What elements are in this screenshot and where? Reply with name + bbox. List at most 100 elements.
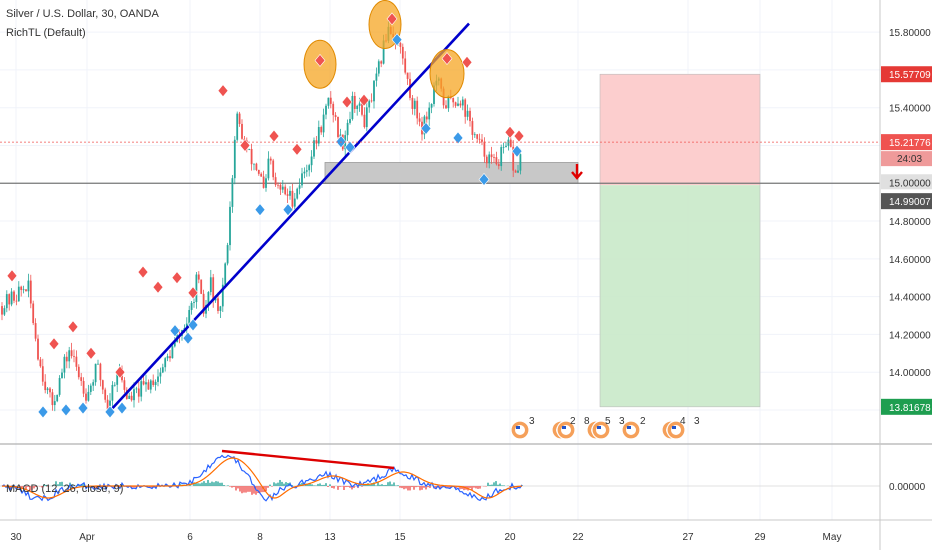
time-tick-label: May: [823, 532, 842, 543]
candle-body: [224, 263, 227, 285]
candle-body: [111, 384, 114, 401]
candle-body: [281, 186, 284, 190]
macd-histogram-bar: [439, 486, 441, 489]
macd-histogram-bar: [415, 486, 417, 488]
macd-histogram-bar: [207, 479, 209, 486]
candle-body: [303, 171, 306, 174]
swing-high-marker: [85, 346, 97, 360]
macd-histogram-bar: [463, 486, 465, 491]
time-tick-label: 29: [754, 532, 766, 543]
macd-histogram-bar: [209, 482, 211, 486]
candle-body: [257, 169, 260, 174]
macd-histogram-bar: [319, 483, 321, 486]
candle-body: [63, 356, 66, 373]
macd-histogram-bar: [459, 486, 461, 490]
candle-body: [370, 100, 373, 102]
candle-body: [154, 381, 157, 385]
candle-body: [317, 127, 320, 144]
macd-histogram-bar: [345, 486, 347, 488]
macd-histogram-bar: [327, 486, 329, 487]
macd-histogram-bar: [63, 485, 65, 486]
macd-histogram-bar: [213, 482, 215, 486]
candle-body: [248, 148, 251, 150]
macd-histogram-bar: [235, 486, 237, 491]
stop-price-label-bg: [881, 66, 932, 83]
macd-histogram-bar: [365, 484, 367, 486]
candle-body: [15, 300, 18, 302]
macd-histogram-bar: [361, 486, 363, 487]
time-tick-label: 22: [572, 532, 584, 543]
macd-histogram-bar: [383, 485, 385, 486]
candle-body: [497, 164, 500, 167]
candle-body: [99, 363, 102, 381]
candle-body: [97, 363, 99, 365]
macd-histogram-bar: [493, 482, 495, 486]
macd-histogram-bar: [33, 486, 35, 489]
candle-body: [135, 388, 138, 390]
event-count: 5: [605, 416, 611, 427]
macd-histogram-bar: [373, 482, 375, 486]
macd-histogram-bar: [347, 486, 349, 487]
candle-body: [173, 342, 176, 347]
macd-tick-label: 0.00000: [889, 482, 926, 493]
drawings: [111, 0, 583, 409]
macd-histogram-bar: [239, 486, 241, 492]
candle-body: [466, 110, 469, 117]
macd-histogram-bar: [31, 486, 33, 491]
candle-body: [39, 359, 42, 367]
candle-body: [296, 188, 299, 199]
macd-histogram-bar: [251, 486, 253, 495]
swing-high-marker: [114, 365, 126, 379]
candle-body: [3, 308, 6, 315]
macd-histogram-bar: [113, 486, 115, 488]
macd-histogram-bar: [411, 486, 413, 488]
macd-histogram-bar: [247, 486, 249, 492]
macd-histogram-bar: [323, 484, 325, 486]
candle-body: [310, 156, 313, 166]
candle-body: [217, 298, 219, 311]
time-tick-label: 27: [682, 532, 694, 543]
macd-histogram-bar: [381, 484, 383, 486]
time-tick-label: 6: [187, 532, 193, 543]
macd-histogram-bar: [377, 481, 379, 486]
candle-body: [363, 114, 366, 128]
event-count: 3: [619, 416, 625, 427]
macd-histogram-bar: [217, 481, 219, 486]
swing-low-marker: [60, 403, 72, 417]
macd-histogram-bar: [449, 486, 451, 488]
swing-low-marker: [452, 131, 464, 145]
candle-body: [445, 105, 447, 109]
macd-histogram-bar: [45, 484, 47, 486]
swing-high-marker: [171, 271, 183, 285]
macd-histogram-bar: [471, 486, 473, 491]
candle-body: [459, 103, 462, 106]
candle-body: [260, 173, 263, 177]
candle-body: [490, 154, 493, 158]
macd-histogram-bar: [231, 486, 233, 488]
macd-histogram-bar: [315, 485, 317, 486]
candle-body: [188, 309, 191, 324]
candle-body: [46, 388, 49, 391]
swing-high-marker: [513, 129, 525, 143]
macd-histogram-bar: [417, 486, 419, 487]
candle-body: [368, 100, 371, 108]
swing-high-marker: [152, 280, 164, 294]
candle-body: [149, 380, 152, 390]
candle-body: [253, 163, 255, 165]
macd-histogram-bar: [229, 486, 231, 487]
macd-histogram-bar: [61, 481, 63, 486]
candle-body: [241, 123, 243, 139]
candle-body: [49, 388, 51, 393]
chart-title: Silver / U.S. Dollar, 30, OANDA: [6, 8, 159, 20]
macd-histogram-bar: [179, 483, 181, 486]
candle-body: [75, 356, 78, 367]
countdown-label: 24:03: [897, 154, 922, 165]
level-label-bg: [881, 174, 932, 190]
macd-histogram-bar: [9, 486, 11, 489]
swing-high-marker: [67, 320, 79, 334]
candle-body: [361, 103, 363, 115]
macd-histogram-bar: [401, 486, 403, 489]
candle-body: [493, 157, 495, 158]
